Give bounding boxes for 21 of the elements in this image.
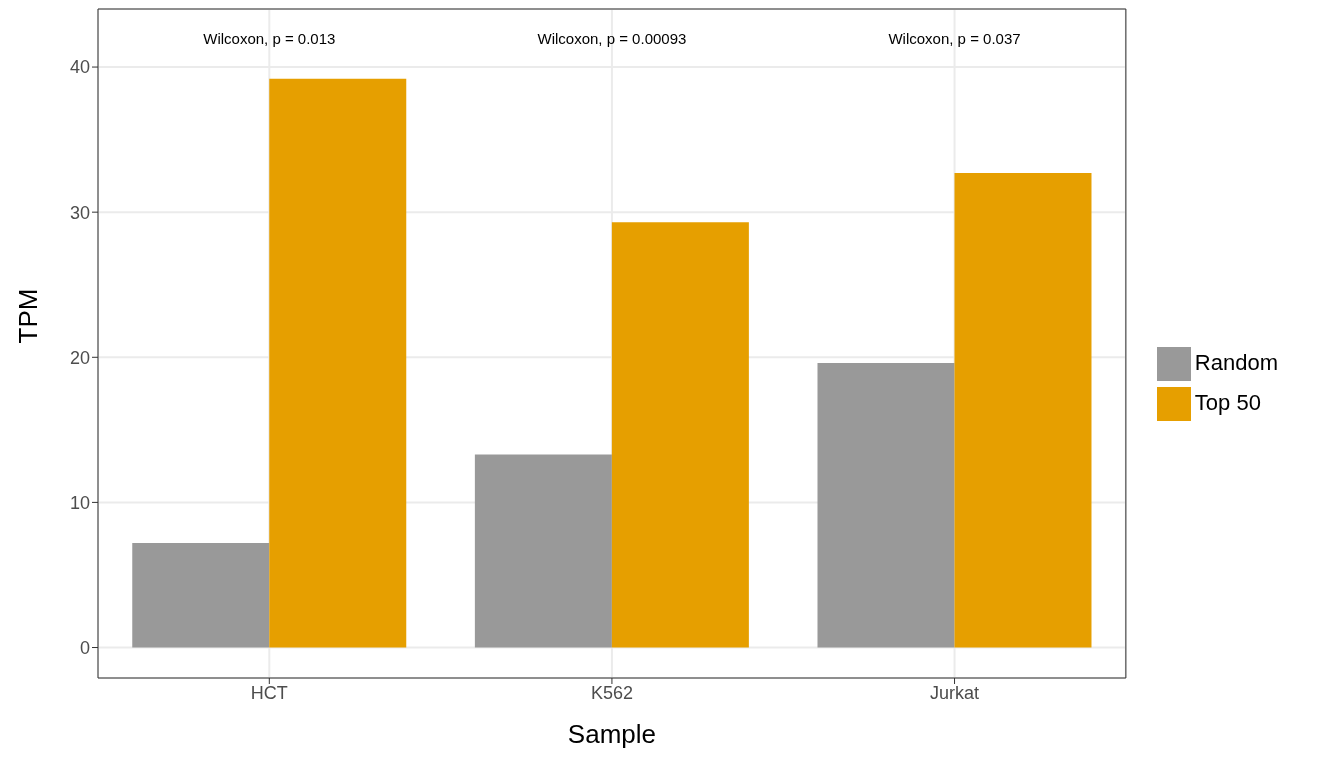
bar xyxy=(817,363,955,648)
y-tick-label: 10 xyxy=(69,492,90,513)
annotation: Wilcoxon, p = 0.00093 xyxy=(537,29,687,47)
bar xyxy=(474,454,612,648)
bar xyxy=(269,78,407,648)
bar xyxy=(954,172,1092,648)
annotation: Wilcoxon, p = 0.013 xyxy=(203,29,336,47)
x-tick-label: Jurkat xyxy=(930,682,980,703)
legend-label: Top 50 xyxy=(1194,390,1261,415)
bar xyxy=(132,543,270,648)
legend-label: Random xyxy=(1194,350,1278,375)
y-axis-title: TPM xyxy=(13,288,44,344)
x-tick-label: HCT xyxy=(250,682,288,703)
annotation: Wilcoxon, p = 0.037 xyxy=(888,29,1021,47)
y-tick-label: 0 xyxy=(79,637,90,658)
bar xyxy=(611,222,749,648)
y-tick-label: 30 xyxy=(69,202,90,223)
y-tick-label: 40 xyxy=(69,57,90,78)
x-axis-title: Sample xyxy=(567,719,656,749)
y-tick-label: 20 xyxy=(69,347,90,368)
x-tick-label: K562 xyxy=(590,682,633,703)
